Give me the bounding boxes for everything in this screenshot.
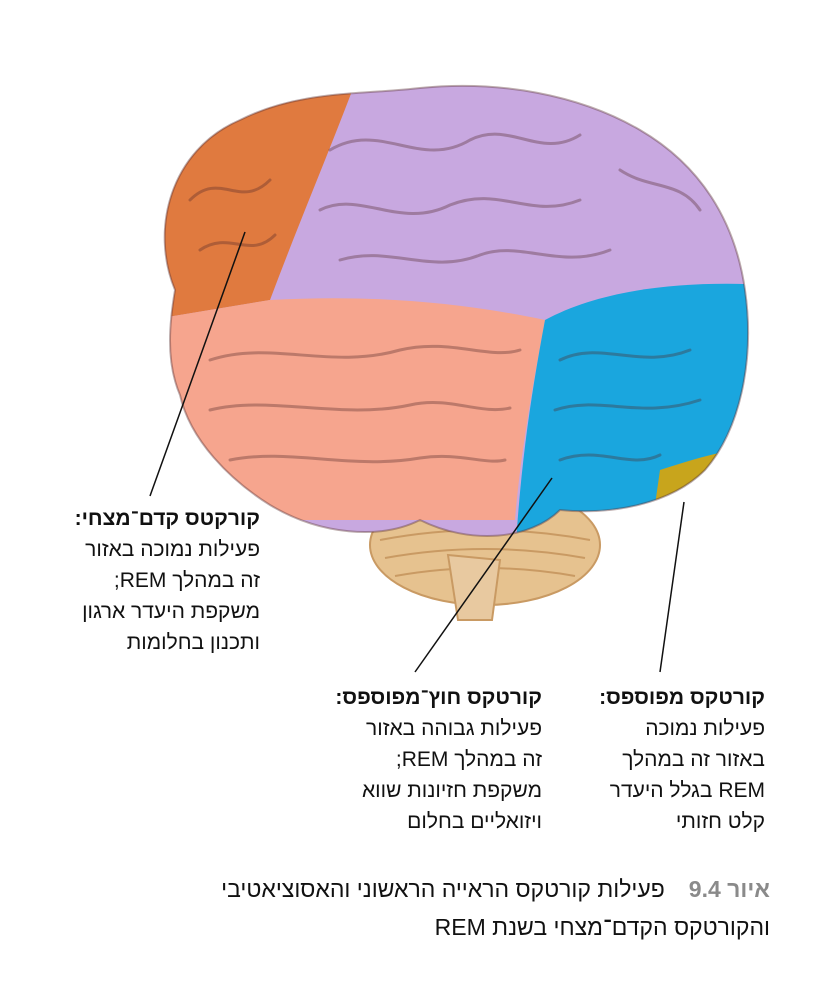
caption-text-2: והקורטקס הקדם־מצחי בשנת REM [434,914,770,940]
label-striate-cortex: קורטקס מפוספס: פעילות נמוכה באזור זה במה… [565,682,765,837]
label-striate-line: פעילות נמוכה [645,717,765,740]
caption-text-1: פעילות קורטקס הראייה הראשוני והאסוציאטיב… [221,876,665,902]
label-extrastriate-line: פעילות גבוהה באזור [366,717,542,740]
label-extrastriate-line: זה במהלך REM; [395,748,542,771]
figure-number: איור 9.4 [688,876,770,902]
label-prefrontal-line: משקפת היעדר ארגון [82,600,260,623]
label-striate-title: קורטקס מפוספס: [599,686,765,709]
leader-line-striate [659,501,685,673]
caption-line-1: איור 9.4 פעילות קורטקס הראייה הראשוני והא… [40,870,770,908]
label-extrastriate-line: משקפת חזיונות שווא [361,779,542,802]
label-striate-line: קלט חזותי [675,810,765,833]
label-prefrontal-cortex: קורקטס קדם־מצחי: פעילות נמוכה באזור זה ב… [20,503,260,658]
leader-line-extrastriate [414,477,553,673]
label-prefrontal-line: פעילות נמוכה באזור [85,538,260,561]
figure-caption: איור 9.4 פעילות קורטקס הראייה הראשוני והא… [40,870,770,946]
label-striate-line: REM בגלל היעדר [609,779,765,802]
label-prefrontal-line: ותכנון בחלומות [126,631,260,654]
leader-line-prefrontal [149,231,246,497]
temporal-region [164,298,545,520]
label-prefrontal-line: זה במהלך REM; [113,569,260,592]
label-extrastriate-cortex: קורטקס חוץ־מפוספס: פעילות גבוהה באזור זה… [280,682,542,837]
label-extrastriate-title: קורטקס חוץ־מפוספס: [335,686,542,709]
label-extrastriate-line: ויזואליים בחלום [407,810,542,833]
label-striate-line: באזור זה במהלך [622,748,765,771]
label-prefrontal-title: קורקטס קדם־מצחי: [74,507,260,530]
